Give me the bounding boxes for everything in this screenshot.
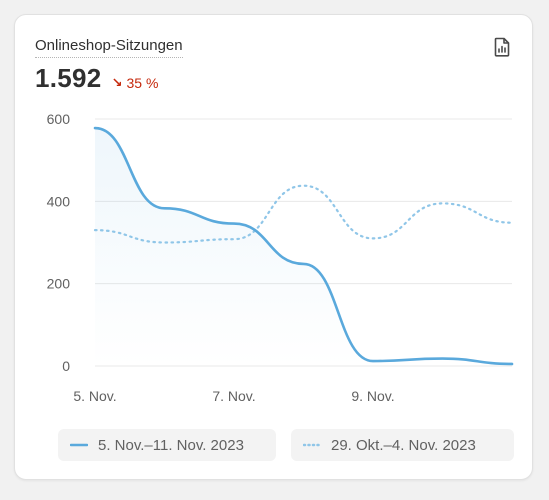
report-file-icon	[494, 37, 510, 57]
y-tick-label: 0	[62, 358, 70, 374]
legend-label-current: 5. Nov.–11. Nov. 2023	[98, 436, 244, 454]
y-tick-label: 400	[47, 193, 71, 209]
card-title[interactable]: Onlineshop-Sitzungen	[35, 37, 183, 58]
arrow-down-right-icon: ↘	[111, 75, 123, 90]
series-line-previous[interactable]	[93, 184, 514, 244]
y-tick-label: 600	[47, 111, 71, 127]
x-tick-label: 9. Nov.	[351, 388, 394, 404]
metric-row: 1.592 ↘ 35 %	[35, 63, 158, 94]
legend-line-dotted	[303, 443, 321, 447]
metric-value: 1.592	[35, 63, 102, 93]
series-line-current[interactable]	[93, 126, 514, 366]
export-report-button[interactable]	[490, 35, 514, 59]
legend-line-solid	[70, 443, 88, 447]
legend-item-current[interactable]: 5. Nov.–11. Nov. 2023	[58, 429, 276, 461]
delta-value: 35 %	[126, 75, 159, 91]
y-tick-label: 200	[47, 276, 71, 292]
delta-badge: ↘ 35 %	[112, 75, 159, 91]
legend-label-previous: 29. Okt.–4. Nov. 2023	[331, 436, 476, 454]
x-axis-ticks: 5. Nov. 7. Nov. 9. Nov.	[73, 388, 394, 404]
series-area-current	[95, 128, 512, 366]
x-tick-label: 7. Nov.	[212, 388, 255, 404]
x-tick-label: 5. Nov.	[73, 388, 116, 404]
y-axis-ticks: 0 200 400 600	[47, 111, 71, 374]
legend-item-previous[interactable]: 29. Okt.–4. Nov. 2023	[291, 429, 514, 461]
